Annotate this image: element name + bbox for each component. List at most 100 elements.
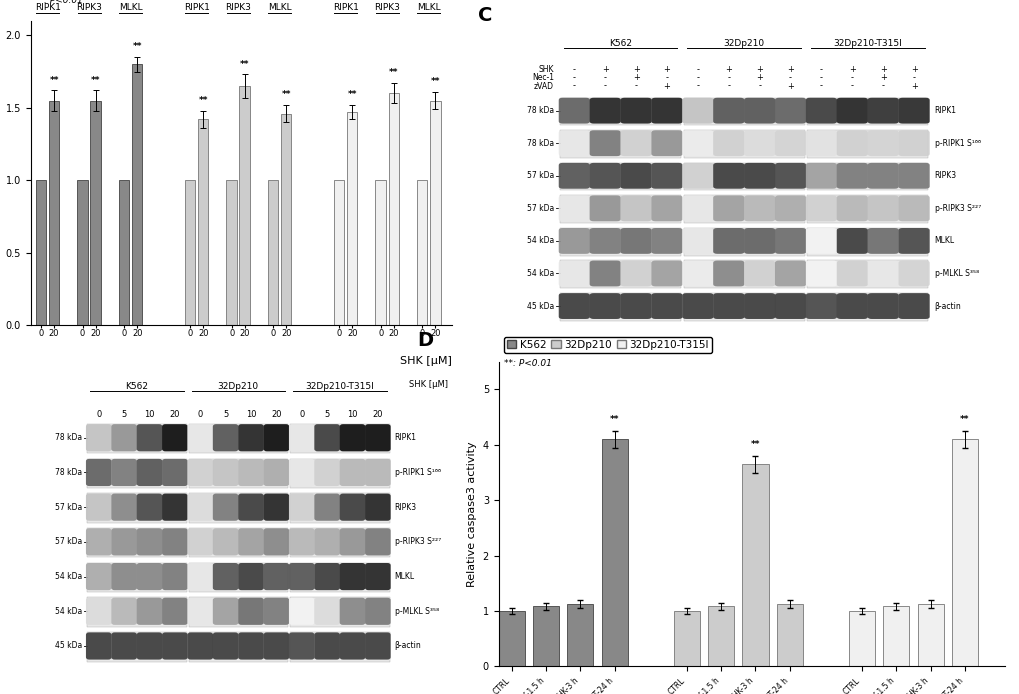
Text: +: +: [632, 73, 639, 82]
FancyBboxPatch shape: [111, 493, 137, 520]
FancyBboxPatch shape: [774, 130, 805, 156]
Text: 20: 20: [271, 410, 281, 419]
FancyBboxPatch shape: [238, 493, 264, 520]
Text: 78 kDa: 78 kDa: [526, 139, 553, 148]
FancyBboxPatch shape: [86, 598, 111, 625]
Text: **: P<0.01: **: P<0.01: [503, 359, 551, 368]
FancyBboxPatch shape: [898, 130, 928, 156]
FancyBboxPatch shape: [559, 130, 681, 158]
FancyBboxPatch shape: [213, 528, 238, 555]
FancyBboxPatch shape: [86, 632, 111, 659]
FancyBboxPatch shape: [289, 598, 389, 627]
Bar: [198, 119, 208, 325]
Text: -: -: [696, 65, 699, 74]
FancyBboxPatch shape: [774, 260, 805, 287]
FancyBboxPatch shape: [314, 563, 339, 590]
Bar: [601, 439, 627, 666]
Text: 54 kDa: 54 kDa: [55, 572, 82, 581]
Text: SHK: SHK: [538, 65, 553, 74]
FancyBboxPatch shape: [314, 424, 339, 451]
FancyBboxPatch shape: [558, 98, 589, 124]
FancyBboxPatch shape: [288, 528, 314, 555]
FancyBboxPatch shape: [682, 293, 712, 319]
FancyBboxPatch shape: [189, 598, 287, 627]
FancyBboxPatch shape: [213, 424, 238, 451]
FancyBboxPatch shape: [263, 598, 289, 625]
Bar: [567, 604, 593, 666]
FancyBboxPatch shape: [87, 598, 186, 627]
Text: +: +: [725, 65, 732, 74]
Text: K562: K562: [608, 39, 632, 48]
FancyBboxPatch shape: [867, 228, 898, 254]
Text: -: -: [850, 81, 853, 90]
FancyBboxPatch shape: [339, 459, 365, 486]
FancyBboxPatch shape: [682, 260, 712, 287]
FancyBboxPatch shape: [238, 598, 264, 625]
FancyBboxPatch shape: [263, 632, 289, 659]
FancyBboxPatch shape: [111, 424, 137, 451]
FancyBboxPatch shape: [683, 195, 804, 223]
FancyBboxPatch shape: [314, 598, 339, 625]
FancyBboxPatch shape: [806, 163, 927, 190]
FancyBboxPatch shape: [189, 459, 287, 488]
FancyBboxPatch shape: [314, 459, 339, 486]
Text: RIPK1: RIPK1: [394, 433, 417, 442]
FancyBboxPatch shape: [213, 563, 238, 590]
FancyBboxPatch shape: [620, 130, 651, 156]
Text: Nec-1: Nec-1: [531, 73, 553, 82]
FancyBboxPatch shape: [238, 632, 264, 659]
Text: +: +: [663, 81, 669, 90]
FancyBboxPatch shape: [238, 563, 264, 590]
FancyBboxPatch shape: [651, 98, 682, 124]
Text: +: +: [879, 65, 886, 74]
Text: -: -: [634, 81, 637, 90]
Y-axis label: Relative caspase3 activity: Relative caspase3 activity: [467, 441, 477, 587]
FancyBboxPatch shape: [651, 260, 682, 287]
FancyBboxPatch shape: [559, 228, 681, 255]
FancyBboxPatch shape: [87, 459, 186, 488]
Text: -: -: [664, 73, 667, 82]
Text: **: **: [959, 415, 969, 424]
Text: -: -: [912, 73, 915, 82]
FancyBboxPatch shape: [620, 163, 651, 189]
FancyBboxPatch shape: [712, 293, 744, 319]
Legend: K562, 32Dp210, 32Dp210-T315I: K562, 32Dp210, 32Dp210-T315I: [503, 337, 711, 353]
FancyBboxPatch shape: [683, 228, 804, 255]
Text: MLKL: MLKL: [394, 572, 415, 581]
FancyBboxPatch shape: [162, 459, 187, 486]
Text: -: -: [727, 81, 730, 90]
Text: 10: 10: [246, 410, 256, 419]
Text: 57 kDa: 57 kDa: [526, 171, 553, 180]
Text: 57 kDa: 57 kDa: [55, 502, 82, 511]
FancyBboxPatch shape: [589, 98, 621, 124]
FancyBboxPatch shape: [682, 228, 712, 254]
Text: p-RIPK3 S²²⁷: p-RIPK3 S²²⁷: [933, 204, 979, 213]
Text: 78 kDa: 78 kDa: [55, 433, 82, 442]
FancyBboxPatch shape: [365, 424, 390, 451]
Text: p-MLKL S³⁵⁸: p-MLKL S³⁵⁸: [933, 269, 978, 278]
FancyBboxPatch shape: [137, 493, 162, 520]
Text: SHK [μM]: SHK [μM]: [409, 380, 447, 389]
FancyBboxPatch shape: [86, 424, 111, 451]
FancyBboxPatch shape: [682, 130, 712, 156]
FancyBboxPatch shape: [339, 493, 365, 520]
Text: 57 kDa: 57 kDa: [526, 204, 553, 213]
Text: 10: 10: [346, 410, 358, 419]
FancyBboxPatch shape: [805, 293, 837, 319]
FancyBboxPatch shape: [189, 493, 287, 523]
Text: +: +: [787, 81, 793, 90]
Bar: [226, 180, 236, 325]
FancyBboxPatch shape: [111, 528, 137, 555]
Text: 57 kDa: 57 kDa: [55, 537, 82, 546]
FancyBboxPatch shape: [682, 196, 712, 221]
FancyBboxPatch shape: [288, 632, 314, 659]
Bar: [533, 607, 558, 666]
Text: 0: 0: [299, 410, 304, 419]
FancyBboxPatch shape: [683, 98, 804, 126]
FancyBboxPatch shape: [743, 196, 774, 221]
Text: -: -: [850, 73, 853, 82]
Text: RIPK3: RIPK3: [225, 3, 251, 12]
FancyBboxPatch shape: [263, 459, 289, 486]
Text: 0: 0: [96, 410, 101, 419]
FancyBboxPatch shape: [651, 163, 682, 189]
